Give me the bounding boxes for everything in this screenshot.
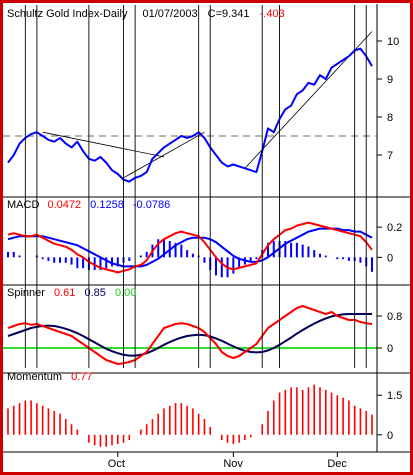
header-date: 01/07/2003 — [143, 8, 198, 20]
y-tick-label: 1.5 — [387, 390, 402, 402]
y-tick-label: 0 — [387, 252, 393, 264]
macd-signal-line — [7, 227, 373, 268]
trendline — [123, 131, 205, 179]
macd-legend: MACD 0.0472 0.1258 -0.0786 — [7, 199, 170, 211]
y-tick-label: 0.8 — [387, 311, 402, 323]
price-panel — [3, 31, 377, 183]
macd-value-1: 0.0472 — [47, 199, 81, 211]
trendline — [42, 131, 165, 158]
spinner-legend: Spinner 0.61 0.85 0.00 — [7, 287, 136, 299]
axes: 7 8 9 10 0.2 0 0.8 0 1.5 0 Oct Nov Dec — [3, 4, 410, 470]
macd-line — [7, 221, 373, 274]
y-tick-label: 7 — [387, 150, 393, 162]
header-close: C=9.341 — [208, 8, 250, 20]
spinner-navy-line — [7, 313, 372, 357]
price-series-line — [7, 47, 373, 183]
vertical-markers — [24, 5, 367, 368]
macd-value-3: -0.0786 — [133, 199, 170, 211]
spinner-value-1: 0.61 — [54, 287, 75, 299]
momentum-legend: Momentum 0.77 — [7, 371, 93, 383]
x-tick-label: Nov — [223, 458, 243, 470]
y-tick-label: 8 — [387, 112, 393, 124]
momentum-value-1: 0.77 — [71, 371, 92, 383]
y-tick-label: 0 — [387, 343, 393, 355]
macd-name: MACD — [7, 199, 39, 211]
momentum-name: Momentum — [7, 371, 62, 383]
macd-panel — [7, 221, 373, 278]
macd-value-2: 0.1258 — [90, 199, 124, 211]
x-tick-label: Dec — [327, 458, 347, 470]
spinner-name: Spinner — [7, 287, 45, 299]
spinner-value-2: 0.85 — [84, 287, 105, 299]
chart-title: Schultz Gold Index-Daily — [7, 8, 128, 20]
y-tick-label: 0 — [387, 430, 393, 442]
header-change: -.403 — [260, 8, 285, 20]
spinner-red-line — [7, 305, 373, 365]
y-tick-label: 9 — [387, 74, 393, 86]
x-tick-label: Oct — [108, 458, 125, 470]
y-tick-label: 10 — [387, 36, 399, 48]
header-line: Schultz Gold Index-Daily 01/07/2003 C=9.… — [7, 8, 285, 20]
spinner-value-3: 0.00 — [115, 287, 136, 299]
momentum-panel — [7, 384, 373, 447]
y-tick-label: 0.2 — [387, 222, 402, 234]
spinner-panel — [3, 305, 377, 365]
